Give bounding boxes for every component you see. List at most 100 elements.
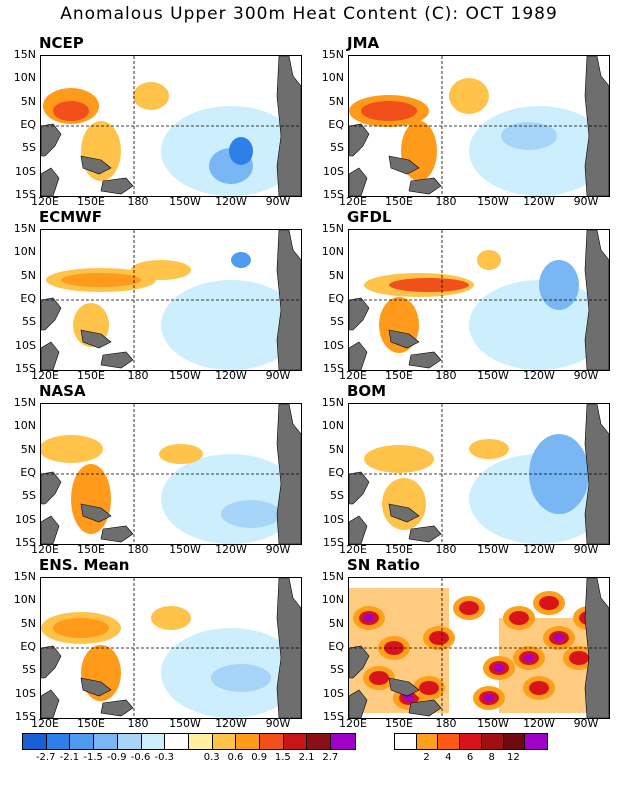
anomaly-contour-fill bbox=[469, 439, 509, 459]
anomaly-colorbar-label: 0.6 bbox=[227, 752, 244, 763]
lat-tick-label: 15N bbox=[13, 570, 36, 583]
lon-tick-label: 180 bbox=[435, 195, 457, 208]
lat-tick-label: 5S bbox=[22, 663, 36, 677]
lat-tick-label: 5S bbox=[22, 141, 36, 155]
anomaly-contour-fill bbox=[419, 681, 439, 695]
anomaly-colorbar-label: -0.6 bbox=[130, 752, 151, 763]
land-mass bbox=[80, 677, 112, 697]
anomaly-contour-fill bbox=[539, 596, 559, 610]
lat-tick-label: 5S bbox=[330, 315, 344, 329]
panel-title: NCEP bbox=[39, 34, 84, 52]
sn-colorbar-swatch bbox=[525, 734, 547, 749]
map-panel-ecmwf: ECMWF 15N 10N 5N EQ 5S 10S 15S 120E 150E 180 150W 12… bbox=[4, 208, 304, 402]
lon-tick-label: 150W bbox=[169, 717, 201, 730]
anomaly-contour-fill bbox=[494, 664, 504, 672]
lat-tick-label: 15N bbox=[321, 396, 344, 409]
lon-tick-label: 120E bbox=[339, 369, 367, 382]
lon-tick-label: 150W bbox=[169, 195, 201, 208]
lat-tick-label: 5N bbox=[328, 616, 344, 630]
lon-tick-label: 150E bbox=[77, 543, 105, 556]
anomaly-contour-fill bbox=[364, 614, 374, 622]
lon-tick-label: 120E bbox=[31, 369, 59, 382]
lon-tick-label: 150E bbox=[385, 543, 413, 556]
map-plot-area bbox=[40, 229, 302, 371]
land-mass bbox=[349, 297, 370, 331]
lon-tick-label: 90W bbox=[573, 717, 599, 730]
cool-anomaly-region bbox=[469, 280, 609, 370]
anomaly-contour-fill bbox=[131, 260, 191, 280]
anomaly-contour-fill bbox=[61, 273, 141, 287]
map-plot-area bbox=[40, 403, 302, 545]
anomaly-colorbar-label: 1.5 bbox=[274, 752, 291, 763]
lon-tick-label: 120E bbox=[339, 543, 367, 556]
lon-tick-label: 180 bbox=[127, 369, 149, 382]
land-mass bbox=[100, 525, 134, 543]
lon-tick-label: 120E bbox=[31, 717, 59, 730]
lat-tick-label: 10S bbox=[323, 512, 344, 526]
anomaly-contour-fill bbox=[231, 252, 251, 268]
sn-colorbar-swatch bbox=[460, 734, 482, 749]
anomaly-contour-fill bbox=[53, 101, 89, 121]
anomaly-contour-fill bbox=[539, 260, 579, 310]
lat-tick-label: 10N bbox=[321, 593, 344, 607]
anomaly-colorbar-label: -0.3 bbox=[154, 752, 175, 763]
lon-tick-label: 120W bbox=[215, 369, 247, 382]
anomaly-contour-fill bbox=[229, 137, 253, 165]
anomaly-contour-fill bbox=[509, 611, 529, 625]
lon-tick-label: 150E bbox=[77, 195, 105, 208]
panel-title: SN Ratio bbox=[347, 556, 420, 574]
land-mass bbox=[388, 329, 420, 349]
land-mass bbox=[100, 351, 134, 369]
lat-tick-label: 5N bbox=[20, 268, 36, 282]
anomaly-colorbar-label: 2.1 bbox=[298, 752, 315, 763]
lon-tick-label: 90W bbox=[265, 369, 291, 382]
land-mass bbox=[349, 167, 368, 196]
anomaly-contour-fill bbox=[382, 478, 426, 530]
panel-title: JMA bbox=[347, 34, 380, 52]
sn-colorbar-swatch bbox=[395, 734, 417, 749]
lat-tick-label: 5N bbox=[20, 616, 36, 630]
anomaly-contour-fill bbox=[151, 606, 191, 630]
sn-colorbar-label: 4 bbox=[445, 752, 452, 763]
map-plot-area bbox=[348, 577, 610, 719]
sn-colorbar-label: 12 bbox=[507, 752, 520, 763]
map-panel-sn-ratio: SN Ratio 15N 10N 5N EQ 5S 10S 15S 120E 150E 180 150… bbox=[312, 556, 612, 750]
lat-tick-label: 15N bbox=[321, 570, 344, 583]
lat-tick-label: 10S bbox=[15, 512, 36, 526]
anomaly-colorbar-swatch bbox=[46, 734, 71, 749]
lon-tick-label: 150W bbox=[477, 195, 509, 208]
anomaly-contour-fill bbox=[159, 444, 203, 464]
anomaly-contour-fill bbox=[569, 651, 589, 665]
map-plot-area bbox=[348, 403, 610, 545]
anomaly-colorbar-label: 2.7 bbox=[322, 752, 339, 763]
panel-title: ECMWF bbox=[39, 208, 102, 226]
lat-tick-label: EQ bbox=[328, 292, 344, 305]
lat-tick-label: EQ bbox=[20, 640, 36, 653]
lat-tick-label: 10S bbox=[15, 686, 36, 700]
lat-tick-label: 10S bbox=[323, 164, 344, 178]
lon-tick-label: 120E bbox=[339, 195, 367, 208]
anomaly-colorbar-swatch bbox=[70, 734, 95, 749]
lat-tick-label: 15S bbox=[15, 362, 36, 375]
lon-tick-label: 90W bbox=[265, 717, 291, 730]
land-mass bbox=[41, 689, 60, 718]
lat-tick-label: 10N bbox=[321, 71, 344, 85]
lon-tick-label: 150W bbox=[169, 543, 201, 556]
land-mass bbox=[41, 167, 60, 196]
lon-tick-label: 120E bbox=[339, 717, 367, 730]
lon-tick-label: 120W bbox=[215, 543, 247, 556]
lon-tick-label: 120E bbox=[31, 543, 59, 556]
anomaly-colorbar-swatch bbox=[236, 734, 261, 749]
sn-ratio-colorbar bbox=[394, 733, 548, 750]
land-mass bbox=[408, 699, 442, 717]
lat-tick-label: 15N bbox=[13, 48, 36, 61]
land-mass bbox=[349, 471, 370, 505]
anomaly-colorbar-label: 0.3 bbox=[203, 752, 220, 763]
anomaly-colorbar-swatch bbox=[117, 734, 142, 749]
lat-tick-label: 15N bbox=[13, 396, 36, 409]
anomaly-contour-fill bbox=[459, 601, 479, 615]
lat-tick-label: 15S bbox=[323, 362, 344, 375]
lat-tick-label: 15S bbox=[323, 188, 344, 201]
anomaly-colorbar-swatch bbox=[260, 734, 284, 749]
map-panel-jma: JMA 15N 10N 5N EQ 5S 10S 15S 120E 150E 180 150W 120W… bbox=[312, 34, 612, 228]
